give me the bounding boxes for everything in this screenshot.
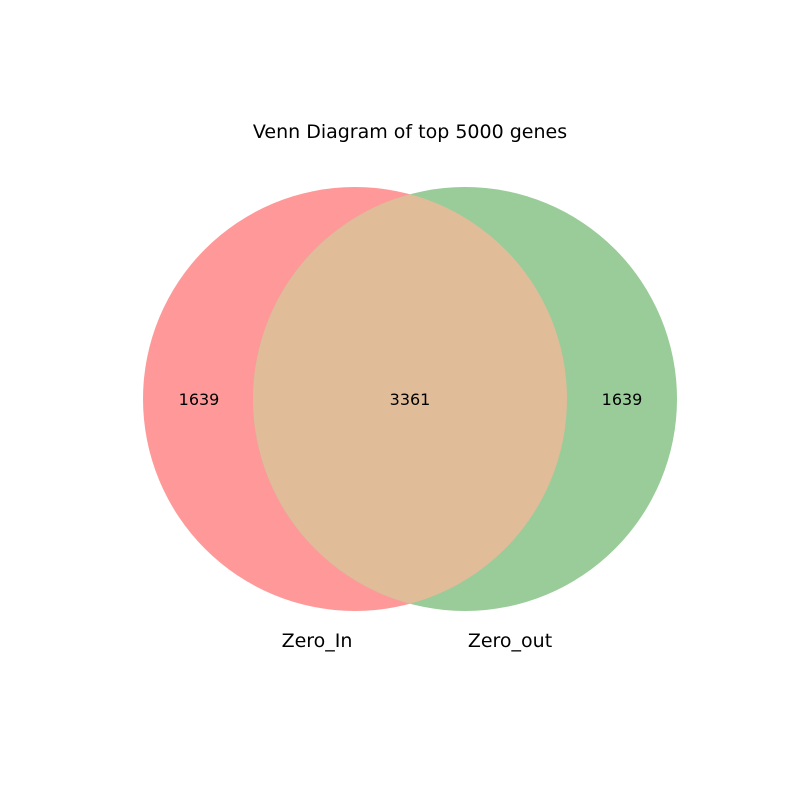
set-label-zero-out: Zero_out — [468, 630, 552, 652]
intersection-count: 3361 — [390, 390, 431, 409]
intersection-region — [253, 187, 567, 611]
only-zero-in-count: 1639 — [179, 390, 220, 409]
chart-title: Venn Diagram of top 5000 genes — [253, 121, 567, 143]
set-label-zero-in: Zero_In — [282, 630, 353, 652]
only-zero-out-count: 1639 — [602, 390, 643, 409]
